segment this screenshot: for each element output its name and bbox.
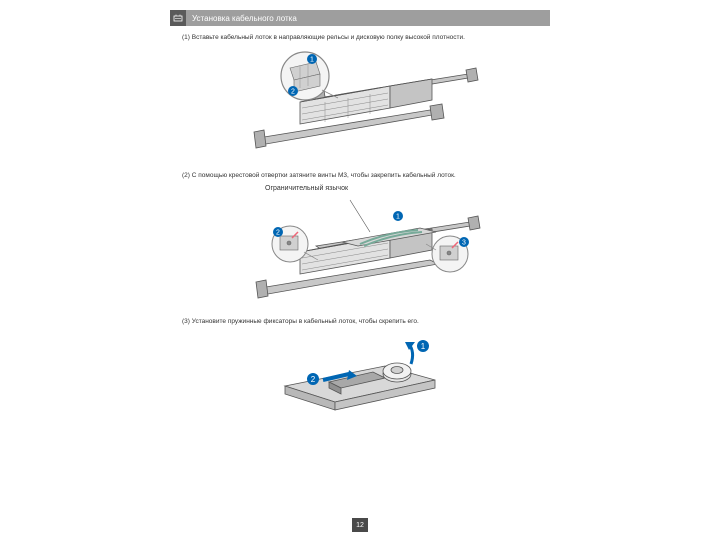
step-1-text: (1) Вставьте кабельный лоток в направляю…: [182, 34, 550, 42]
annotation-limit-tab: Ограничительный язычок: [265, 185, 550, 192]
callout-3b: 3: [462, 239, 466, 246]
callout-1c: 1: [421, 342, 426, 351]
section-icon: [170, 10, 186, 26]
step-3-text: (3) Установите пружинные фиксаторы в каб…: [182, 318, 550, 326]
callout-2: 2: [291, 89, 295, 96]
step-2-text: (2) С помощью крестовой отвертки затянит…: [182, 172, 550, 180]
figure-1: 1 2: [170, 46, 550, 166]
callout-2c: 2: [311, 375, 316, 384]
section-header: Установка кабельного лотка: [170, 10, 550, 26]
figure-3: 1 2: [170, 330, 550, 412]
callout-1: 1: [310, 57, 314, 64]
figure-2: 1 2 3: [170, 194, 550, 312]
page-number: 12: [352, 518, 368, 532]
section-title: Установка кабельного лотка: [186, 10, 550, 26]
callout-2b: 2: [276, 229, 280, 236]
callout-1b: 1: [396, 213, 400, 220]
